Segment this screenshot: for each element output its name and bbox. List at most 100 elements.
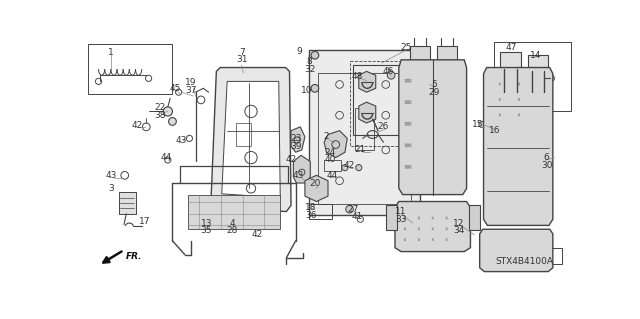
Bar: [539, 249, 562, 264]
Polygon shape: [484, 68, 553, 226]
Bar: [469, 205, 480, 230]
Text: STX4B4100A: STX4B4100A: [495, 257, 554, 266]
Text: 29: 29: [429, 88, 440, 97]
Polygon shape: [359, 71, 376, 92]
Bar: [349, 61, 411, 146]
Bar: [530, 89, 545, 101]
Polygon shape: [211, 68, 291, 211]
Text: 39: 39: [290, 142, 301, 151]
Bar: [437, 46, 456, 60]
Text: 23: 23: [290, 134, 301, 143]
Bar: [500, 52, 521, 69]
Bar: [308, 50, 420, 215]
Text: 42: 42: [252, 230, 263, 239]
Text: 10: 10: [301, 86, 312, 95]
Text: 18: 18: [305, 203, 317, 212]
Polygon shape: [324, 131, 348, 158]
Text: 42: 42: [131, 121, 143, 130]
Circle shape: [163, 107, 172, 116]
Circle shape: [168, 118, 176, 125]
Bar: [493, 42, 570, 111]
Text: 40: 40: [324, 155, 336, 164]
Text: 17: 17: [139, 217, 150, 226]
Text: 8: 8: [307, 57, 312, 66]
Circle shape: [387, 71, 395, 79]
Polygon shape: [359, 102, 376, 123]
Text: 3: 3: [108, 184, 114, 193]
Text: 13: 13: [200, 219, 212, 227]
Text: 20: 20: [309, 179, 321, 188]
Bar: [308, 204, 332, 219]
Bar: [118, 192, 136, 214]
Polygon shape: [480, 229, 553, 271]
Bar: [410, 46, 429, 60]
Text: 42: 42: [285, 155, 297, 164]
Polygon shape: [291, 127, 305, 152]
Text: 48: 48: [351, 72, 363, 81]
Text: 1: 1: [108, 48, 114, 57]
Text: 36: 36: [305, 211, 317, 220]
Text: 12: 12: [453, 219, 465, 227]
Text: 14: 14: [530, 51, 541, 60]
Text: 2: 2: [324, 132, 329, 141]
Polygon shape: [293, 155, 310, 183]
Circle shape: [479, 122, 485, 128]
Text: 45: 45: [170, 84, 181, 93]
Text: 47: 47: [506, 43, 517, 52]
Text: FR.: FR.: [126, 252, 143, 261]
Text: 5: 5: [431, 80, 437, 89]
Text: 7: 7: [239, 48, 244, 57]
Polygon shape: [305, 175, 328, 202]
Circle shape: [493, 128, 499, 134]
Text: 34: 34: [453, 226, 465, 235]
Bar: [355, 108, 374, 150]
Text: 26: 26: [378, 122, 389, 131]
Text: 27: 27: [347, 205, 358, 214]
Polygon shape: [399, 60, 467, 195]
Text: 41: 41: [351, 212, 363, 221]
Text: 15: 15: [472, 120, 484, 129]
Bar: [528, 55, 548, 70]
Text: 38: 38: [154, 111, 166, 120]
Circle shape: [311, 85, 319, 92]
Text: 9: 9: [296, 47, 302, 56]
Text: 44: 44: [161, 153, 172, 162]
Text: 11: 11: [396, 207, 407, 216]
Text: 46: 46: [382, 67, 394, 76]
Bar: [236, 123, 251, 146]
Polygon shape: [221, 81, 280, 198]
Text: 33: 33: [396, 215, 407, 224]
Text: 21: 21: [355, 145, 366, 154]
Text: 43: 43: [293, 171, 305, 180]
Polygon shape: [395, 202, 470, 252]
Text: 43: 43: [105, 171, 116, 180]
Bar: [188, 195, 280, 229]
Text: 37: 37: [185, 86, 196, 95]
Text: 24: 24: [324, 148, 336, 157]
Bar: [353, 65, 403, 135]
Bar: [386, 205, 397, 230]
Text: 6: 6: [544, 153, 550, 162]
Circle shape: [346, 205, 353, 213]
Bar: [88, 44, 172, 94]
Text: 19: 19: [185, 78, 196, 87]
Text: 28: 28: [227, 226, 238, 235]
Bar: [324, 160, 341, 171]
Bar: [501, 89, 520, 103]
Text: 35: 35: [200, 226, 212, 235]
Circle shape: [356, 165, 362, 171]
Bar: [318, 73, 411, 204]
Text: 32: 32: [304, 64, 316, 74]
Text: 16: 16: [490, 126, 501, 135]
Text: 22: 22: [154, 103, 166, 112]
Text: 25: 25: [401, 43, 412, 52]
Text: 42: 42: [344, 161, 355, 170]
Text: 43: 43: [176, 136, 188, 145]
Text: 30: 30: [541, 161, 552, 170]
Circle shape: [311, 51, 319, 59]
Circle shape: [548, 75, 554, 81]
Circle shape: [342, 165, 348, 171]
Text: 31: 31: [236, 55, 248, 64]
Text: 4: 4: [230, 219, 236, 227]
Text: 44: 44: [326, 171, 337, 180]
